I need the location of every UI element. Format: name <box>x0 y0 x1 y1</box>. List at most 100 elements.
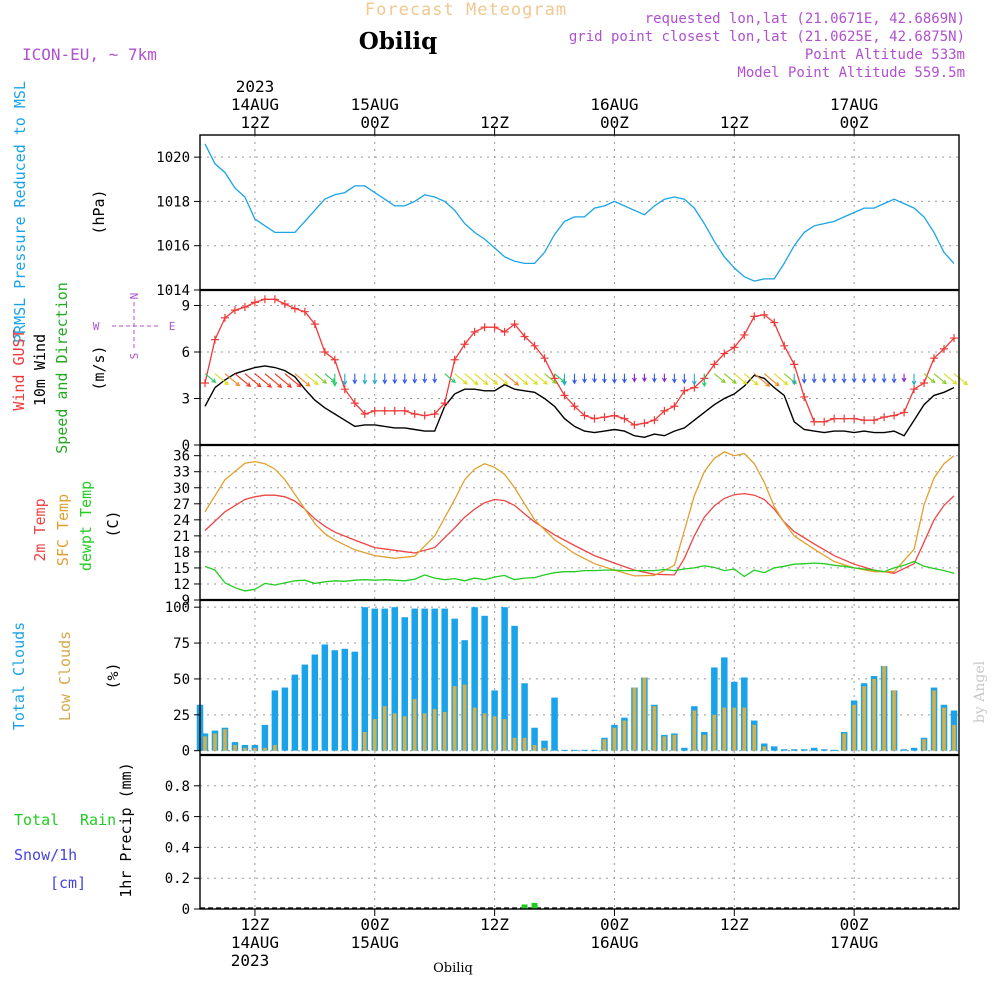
low-cloud-bar <box>942 707 946 751</box>
temperature-panel <box>204 451 955 592</box>
total-cloud-bar <box>471 607 478 751</box>
total-cloud-bar <box>711 667 718 751</box>
gust-marker <box>530 341 539 350</box>
wind-arrow-head <box>652 378 657 383</box>
gust-marker <box>480 323 489 332</box>
gust-marker <box>880 413 889 422</box>
wind-direction-arrow <box>234 373 251 387</box>
wind-direction-arrow <box>773 373 788 386</box>
wind-arrow-head <box>731 379 737 384</box>
total-cloud-bar <box>361 607 369 751</box>
rain-label: Rain <box>80 811 116 829</box>
gust-marker <box>550 374 559 383</box>
top-hour-label: 12Z <box>240 113 269 132</box>
total-cloud-bar <box>301 664 309 751</box>
gust-marker <box>290 304 299 313</box>
low-cloud-bar <box>622 720 627 751</box>
gust-marker <box>210 335 219 344</box>
total-label: Total <box>14 811 59 829</box>
low-cloud-bar <box>612 727 617 751</box>
wind-arrow-head <box>552 379 557 384</box>
gust-marker <box>470 327 479 336</box>
wind-arrow-head <box>503 380 509 385</box>
wind-direction-arrow <box>224 373 240 386</box>
low-cloud-bar <box>512 737 517 751</box>
top-date-label: 15AUG <box>351 95 399 114</box>
total-cloud-bar <box>551 697 558 751</box>
gust-marker <box>800 392 809 401</box>
bottom-date-label: 14AUG <box>231 933 279 952</box>
wind-arrow-head <box>901 377 907 383</box>
gust-marker <box>380 406 389 415</box>
gust-marker <box>660 406 669 415</box>
gust-marker <box>760 310 769 319</box>
value-tick-label: 6 <box>182 345 190 361</box>
wind-direction-arrow <box>294 373 311 387</box>
wind-arrow-head <box>942 379 947 385</box>
total-cloud-bar <box>371 608 379 751</box>
low-cloud-bar <box>892 690 896 751</box>
value-tick-label: 30 <box>173 481 190 497</box>
wind-arrow-head <box>473 380 479 386</box>
gust-marker <box>220 313 229 322</box>
low-cloud-bar <box>223 729 227 751</box>
wind-arrow-head <box>592 378 597 384</box>
wind-arrow-head <box>911 380 917 386</box>
total-clouds-label: Total Clouds <box>10 622 28 730</box>
low-cloud-bar <box>402 716 407 751</box>
wind-arrow-head <box>891 378 897 384</box>
gust-marker <box>510 320 519 329</box>
low-cloud-bar <box>452 686 457 751</box>
wind-arrow-head <box>681 379 687 385</box>
value-tick-label: 50 <box>173 672 190 688</box>
wind-arrow-head <box>821 378 827 384</box>
wind-direction-arrow <box>733 373 747 385</box>
gust-marker <box>460 340 469 349</box>
total-cloud-bar <box>331 650 339 751</box>
low-cloud-bar <box>482 713 487 751</box>
gust-marker <box>360 410 369 418</box>
wind-arrow-head <box>362 379 368 385</box>
wind-arrow-head <box>277 383 283 389</box>
wind-direction-arrow <box>444 373 456 383</box>
y-axis-ticks: 1014101610181020036991215182124273033360… <box>156 128 855 918</box>
wind-arrow-head <box>483 380 489 386</box>
wind-arrow-head <box>422 378 428 384</box>
model-altitude: Model Point Altitude 559.5m <box>737 65 965 81</box>
wind-direction-arrow <box>943 373 957 385</box>
wind-arrow-head <box>451 378 456 384</box>
prmsl-line <box>204 143 955 282</box>
wind-arrow-head <box>701 382 707 388</box>
wind-direction-arrow <box>723 373 737 384</box>
total-cloud-bar <box>391 607 398 751</box>
watermark: by Angel <box>972 660 988 723</box>
wind-arrow-head <box>765 382 771 387</box>
gust-marker <box>920 379 929 387</box>
low-cloud-bar <box>273 744 277 751</box>
wind-direction-arrow <box>554 373 566 383</box>
top-date-label: 14AUG <box>231 95 279 114</box>
wind-arrow-head <box>533 380 539 385</box>
wind-arrow-head <box>622 378 627 384</box>
total-cloud-bar <box>311 654 319 751</box>
wind-direction-arrow <box>324 373 336 383</box>
total-cloud-bar <box>681 747 688 751</box>
value-tick-label: 1018 <box>156 194 190 210</box>
top-hour-label: 00Z <box>360 113 389 132</box>
wind-arrow-head <box>851 378 857 384</box>
clouds-unit: (%) <box>104 662 122 689</box>
low-cloud-bar <box>412 699 417 751</box>
wind-arrow-head <box>881 378 887 384</box>
low-cloud-bar <box>472 707 477 751</box>
wind-arrow-head <box>342 380 348 386</box>
value-tick-label: 3 <box>182 392 190 408</box>
total-cloud-bar <box>251 744 259 751</box>
value-tick-label: 27 <box>173 497 190 513</box>
gust-marker <box>670 402 679 411</box>
gust-marker <box>500 327 509 336</box>
low-cloud-bar <box>203 736 207 751</box>
top-hour-label: 00Z <box>600 113 629 132</box>
wind-arrow-head <box>841 378 847 384</box>
bottom-hour-label: 00Z <box>360 915 389 934</box>
gust-marker <box>540 354 549 363</box>
